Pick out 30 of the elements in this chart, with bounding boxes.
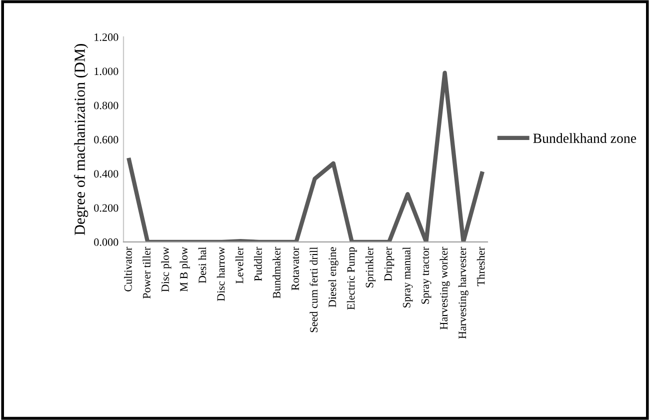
x-tick-label: Seed cum ferti drill (310, 247, 318, 332)
legend-label: Bundelkhand zone (533, 133, 636, 143)
x-tick-label: Leveller (235, 246, 244, 284)
y-tick-label: 0.600 (94, 136, 118, 144)
y-tick-label: 0.800 (94, 102, 118, 110)
line-series (126, 70, 484, 242)
x-tick-label: Puddler (254, 246, 262, 282)
x-tick-label: Rotavator (292, 246, 299, 290)
x-tick-label: Sprinkler (365, 246, 376, 288)
x-tick-label: Dripper (384, 246, 394, 282)
x-tick-label: Power tiller (142, 246, 150, 299)
y-tick-label: 0.400 (94, 170, 118, 178)
x-tick-label: Disc plow (161, 246, 172, 292)
y-tick-label: 1.000 (94, 68, 118, 76)
x-tick-label: M B plow (180, 246, 190, 292)
x-tick-label: Spray tractor (421, 246, 432, 304)
y-axis-title: Degree of machanization (DM) (74, 44, 88, 236)
x-tick-label: Harvesting worker (440, 246, 450, 330)
x-tick-label: Bundmaker (272, 246, 280, 298)
x-tick-label: Thresher (476, 246, 485, 286)
x-tick-label: Cultivator (124, 246, 132, 292)
x-tick-label: Desi hal (198, 247, 206, 284)
x-tick-label: Disc harrow (216, 246, 225, 302)
y-tick-label: 0.000 (94, 238, 118, 246)
x-tick-label: Electric Pump (346, 247, 357, 310)
x-tick-label: Harvesting harvester (458, 246, 468, 339)
x-tick-label: Spray manual (402, 247, 413, 308)
y-tick-label: 1.200 (94, 33, 118, 41)
y-tick-label: 0.200 (94, 204, 118, 212)
x-tick-label: Diesel engine (328, 247, 338, 308)
